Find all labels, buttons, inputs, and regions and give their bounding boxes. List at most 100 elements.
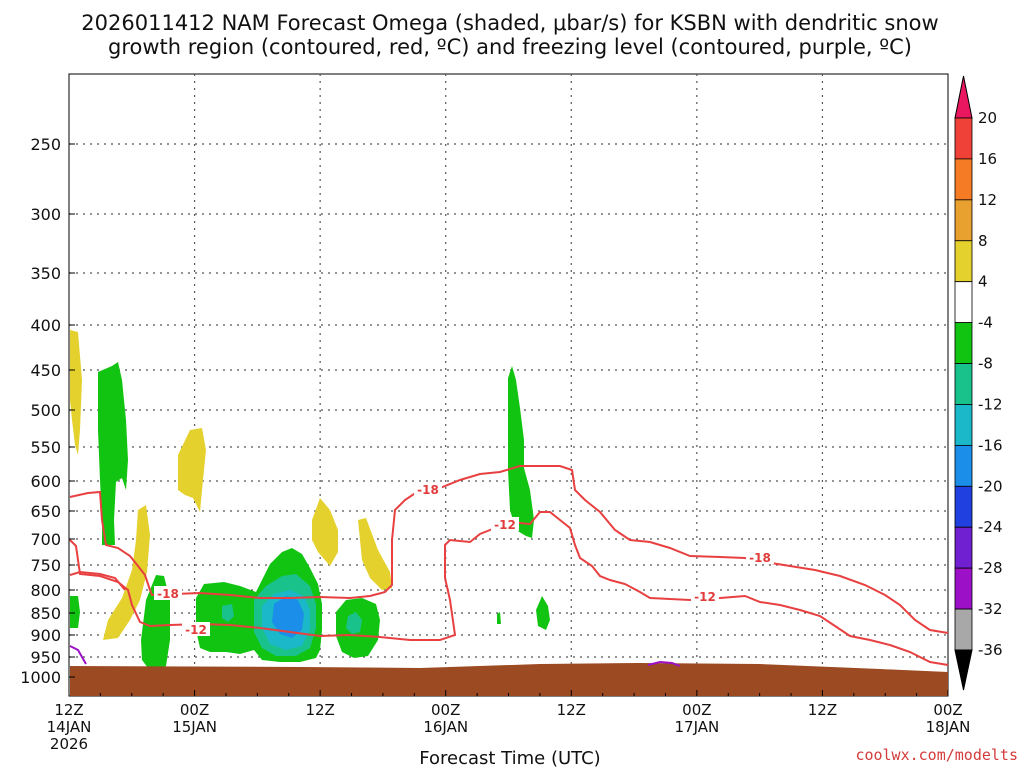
- y-tick-label: 600: [30, 472, 61, 491]
- colorbar-band: [954, 444, 973, 487]
- omega-region-yellow: [312, 498, 338, 566]
- omega-region-green: [536, 596, 550, 630]
- contour-label: -12: [185, 623, 207, 637]
- x-tick-label: 18JAN: [926, 718, 971, 736]
- contour-label-bg: [154, 586, 182, 600]
- x-axis-label: Forecast Time (UTC): [419, 748, 600, 768]
- contour-minus12: [69, 511, 949, 666]
- x-tick-label: 17JAN: [674, 718, 719, 736]
- freezing-level-left: [69, 645, 87, 665]
- colorbar-label: 12: [978, 191, 997, 209]
- colorbar-band: [954, 322, 973, 364]
- chart-title-line1: 2026011412 NAM Forecast Omega (shaded, μ…: [81, 11, 938, 35]
- y-tick-label: 250: [30, 135, 61, 154]
- colorbar-bottom-triangle: [954, 649, 973, 691]
- colorbar-band: [954, 158, 973, 201]
- omega-region-yellow: [358, 518, 392, 590]
- colorbar-band: [954, 281, 973, 324]
- y-tick-label: 450: [30, 361, 61, 380]
- terrain-fill: [70, 663, 948, 696]
- y-tick-label: 850: [30, 604, 61, 623]
- contour-label: -18: [417, 483, 439, 497]
- credit-text: coolwx.com/modelts: [855, 746, 1018, 764]
- colorbar-label: -4: [978, 314, 993, 332]
- omega-region-green: [508, 366, 534, 538]
- colorbar-band: [954, 567, 973, 610]
- omega-region-green: [497, 612, 501, 624]
- y-tick-label: 700: [30, 530, 61, 549]
- colorbar-band: [954, 526, 973, 569]
- colorbar-label: 4: [978, 273, 988, 291]
- colorbar-band: [954, 485, 973, 528]
- colorbar-label: 8: [978, 232, 988, 250]
- freezing-level: [69, 645, 681, 667]
- x-tick-label: 14JAN: [47, 718, 92, 736]
- x-tick-label: 00Z: [682, 701, 711, 719]
- colorbar-label: -8: [978, 355, 993, 373]
- omega-shading: [70, 330, 550, 670]
- y-tick-label: 750: [30, 556, 61, 575]
- contour-label-bg: [182, 622, 210, 636]
- omega-region-teal: [222, 604, 234, 622]
- y-tick-label: 650: [30, 502, 61, 521]
- colorbar-band: [954, 199, 973, 242]
- colorbar-band: [954, 363, 973, 405]
- omega-region-yellow: [178, 428, 206, 512]
- contour-label-bg: [746, 550, 774, 564]
- omega-region-green: [70, 596, 80, 628]
- contour-label-bg: [691, 589, 719, 603]
- y-tick-label: 900: [30, 626, 61, 645]
- colorbar-label: -20: [978, 477, 1003, 495]
- omega-region-blue: [272, 596, 304, 638]
- y-tick-label: 550: [30, 438, 61, 457]
- omega-region-green: [98, 362, 128, 545]
- y-tick-label: 350: [30, 264, 61, 283]
- y-tick-label: 400: [30, 316, 61, 335]
- colorbar-label: -24: [978, 518, 1003, 536]
- colorbar-label: -28: [978, 559, 1003, 577]
- contour-label: -12: [494, 518, 516, 532]
- colorbar: 20 16 12 8 4 -4 -8 -12 -16 -20 -24 -28 -32 -36: [954, 75, 1003, 691]
- y-axis: 250 300 350 400 450 500 550 600 650 700 750 800 850 9…: [20, 135, 75, 687]
- colorbar-label: -16: [978, 436, 1003, 454]
- x-tick-label: 00Z: [933, 701, 962, 719]
- contour-label: -12: [694, 590, 716, 604]
- colorbar-band: [954, 240, 973, 283]
- x-tick-label: 12Z: [305, 701, 334, 719]
- y-tick-label: 950: [30, 648, 61, 667]
- y-tick-label: 500: [30, 401, 61, 420]
- contour-label-bg: [414, 482, 442, 496]
- colorbar-label: 16: [978, 150, 997, 168]
- x-tick-label: 16JAN: [423, 718, 468, 736]
- colorbar-band: [954, 404, 973, 446]
- contour-label: -18: [157, 587, 179, 601]
- omega-region-yellow: [70, 330, 82, 455]
- contour-label: -18: [749, 551, 771, 565]
- freezing-level-mid: [647, 660, 681, 667]
- x-tick-label: 00Z: [180, 701, 209, 719]
- omega-region-yellow: [103, 505, 150, 640]
- contour-labels: -18 -18 -18 -12 -12 -12: [154, 482, 774, 637]
- x-tick-label: 15JAN: [172, 718, 217, 736]
- colorbar-label: -12: [978, 395, 1003, 413]
- x-tick-label: 00Z: [431, 701, 460, 719]
- colorbar-label: 20: [978, 109, 997, 127]
- omega-region-teal: [346, 612, 362, 634]
- contour-label-bg: [491, 517, 519, 531]
- colorbar-band: [954, 608, 973, 651]
- x-tick-label: 12Z: [808, 701, 837, 719]
- y-tick-label: 300: [30, 205, 61, 224]
- colorbar-top-triangle: [954, 75, 973, 119]
- colorbar-band: [954, 117, 973, 160]
- y-tick-label: 1000: [20, 668, 61, 687]
- contour-minus18-left: [69, 570, 126, 591]
- y-tick-label: 800: [30, 581, 61, 600]
- colorbar-label: -36: [978, 641, 1003, 659]
- x-tick-label: 12Z: [557, 701, 586, 719]
- colorbar-label: -32: [978, 600, 1003, 618]
- x-tick-label: 2026: [50, 735, 88, 753]
- x-tick-label: 12Z: [54, 701, 83, 719]
- chart-title-line2: growth region (contoured, red, ºC) and f…: [108, 35, 912, 59]
